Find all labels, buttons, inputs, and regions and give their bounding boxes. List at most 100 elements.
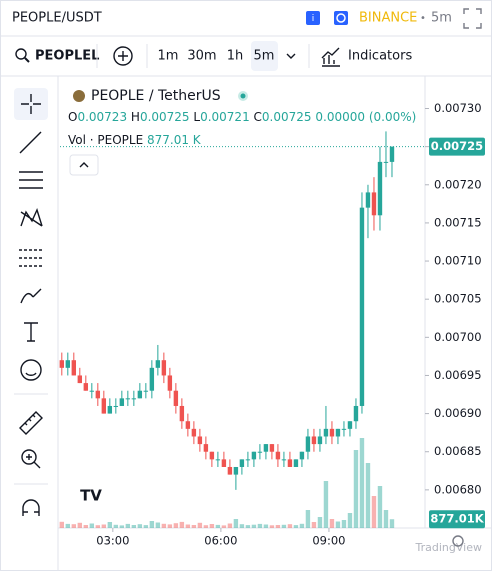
volume-bar: [233, 519, 239, 528]
volume-bar: [107, 522, 113, 528]
indicators-icon[interactable]: [321, 47, 340, 67]
volume-bar: [251, 524, 257, 528]
volume-bar: [347, 513, 353, 528]
candle-body: [371, 192, 377, 216]
candle-body: [389, 146, 395, 162]
volume-bar: [209, 524, 215, 528]
interval-button[interactable]: 1m: [158, 49, 179, 64]
candle-body: [263, 444, 269, 452]
candle-body: [329, 428, 335, 437]
volume-bar: [269, 525, 275, 528]
info-icon[interactable]: [306, 11, 320, 25]
y-tick-label: 0.00720: [434, 177, 482, 191]
volume-bar: [293, 525, 299, 528]
y-tick-label: 0.00680: [434, 482, 482, 496]
candle-body: [287, 459, 293, 467]
candle-body: [95, 390, 101, 399]
volume-bar: [143, 525, 149, 528]
compare-button[interactable]: [113, 46, 133, 66]
interval-dropdown[interactable]: [286, 53, 296, 59]
ohlc-value: 0.00725: [140, 110, 190, 124]
volume-bar: [89, 523, 95, 528]
collapse-button[interactable]: [69, 154, 99, 176]
magnet-tool[interactable]: [22, 499, 40, 516]
candle-body: [275, 451, 281, 460]
candle-body: [245, 459, 251, 461]
candle-body: [179, 405, 185, 422]
ohlc-value: 0.00721: [200, 110, 250, 124]
volume-bar: [317, 517, 323, 528]
search-input[interactable]: PEOPLEL: [35, 49, 99, 64]
prediction-tool[interactable]: [19, 249, 43, 267]
candle-body: [77, 375, 83, 384]
candle-body: [83, 383, 89, 391]
volume-bar: [227, 523, 233, 528]
candle-body: [197, 436, 203, 445]
tool-selected-bg: [14, 88, 48, 120]
volume-bar: [185, 524, 191, 528]
volume-bar: [383, 510, 389, 528]
volume-bar: [119, 525, 125, 528]
volume-bar: [257, 523, 263, 528]
volume-bar: [311, 522, 317, 528]
candle-body: [89, 390, 95, 392]
volume-bar: [239, 524, 245, 528]
header-interval: 5m: [431, 11, 452, 26]
compare-plus: [118, 51, 128, 61]
text-tool[interactable]: [24, 322, 38, 342]
refresh-icon[interactable]: [334, 11, 348, 25]
emoji-smile: [25, 372, 37, 376]
collapse-chevron: [79, 162, 89, 168]
volume-bar: [377, 486, 383, 528]
volume-bar: [161, 523, 167, 528]
volume-bar: [305, 510, 311, 528]
volume-bar: [83, 525, 89, 528]
interval-button[interactable]: 30m: [187, 49, 216, 64]
candle-body: [233, 466, 239, 475]
search-icon[interactable]: [15, 48, 27, 60]
tv-logo-bg: [76, 484, 106, 506]
brush-tool[interactable]: [20, 288, 42, 304]
candle-body: [305, 436, 311, 452]
pattern-tool[interactable]: [20, 208, 43, 227]
x-tick-label: 06:00: [204, 534, 237, 548]
volume-bar: [59, 521, 65, 528]
trendline-tool[interactable]: [19, 131, 42, 154]
volume-bar: [137, 524, 143, 528]
volume-legend: Vol · PEOPLE 877.01 K: [68, 133, 202, 147]
crosshair-tool[interactable]: [21, 94, 41, 114]
interval-button[interactable]: 1h: [227, 49, 244, 64]
volume-bar: [149, 521, 155, 528]
interval-button[interactable]: 5m: [254, 49, 275, 64]
fib-tool[interactable]: [19, 171, 43, 189]
volume-bar: [371, 496, 377, 528]
volume-bar: [329, 519, 335, 528]
settings-icon[interactable]: [452, 535, 464, 547]
y-tick-label: 0.00730: [434, 101, 482, 115]
indicators-button[interactable]: Indicators: [348, 49, 412, 64]
volume-bar: [179, 521, 185, 528]
ohlc-line: O0.00723 H0.00725 L0.00721 C0.00725 0.00…: [68, 110, 416, 124]
fullscreen-icon[interactable]: [463, 8, 482, 29]
candle-body: [161, 360, 167, 376]
x-tick-label: 09:00: [312, 534, 345, 548]
candle-body: [185, 421, 191, 429]
ohlc-value: 0.00725: [262, 110, 312, 124]
separator: •: [420, 13, 426, 24]
candle-body: [107, 405, 113, 414]
ohlc-value: 0.00723: [77, 110, 127, 124]
measure-tool[interactable]: [19, 411, 43, 435]
y-tick-label: 0.00695: [434, 368, 482, 382]
candle-body: [221, 459, 227, 467]
candle-body: [239, 459, 245, 467]
volume-bar: [359, 438, 365, 528]
interval-selected-bg: [251, 41, 278, 71]
volume-title: Vol · PEOPLE: [68, 133, 143, 147]
candle-body: [227, 466, 233, 475]
emoji-tool[interactable]: [20, 359, 42, 381]
y-tick-label: 0.00710: [434, 254, 482, 268]
zoom-tool[interactable]: [21, 449, 37, 465]
tv-logo: TV: [80, 487, 102, 505]
